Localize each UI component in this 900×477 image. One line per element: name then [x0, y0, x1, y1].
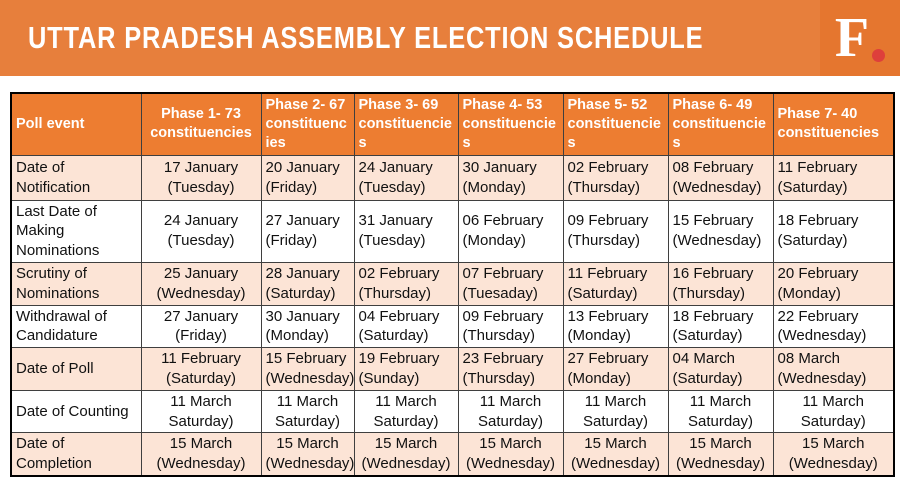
table-row: Scrutiny of Nominations 25 January (Wedne… — [10, 261, 895, 306]
date-cell: 04 February (Saturday) — [353, 304, 459, 349]
date-cell: 22 February (Wednesday) — [772, 304, 895, 349]
logo-red-dot-icon — [872, 48, 886, 62]
logo-f-letter: F — [834, 6, 870, 69]
date-cell: 15 February (Wednesday) — [667, 199, 774, 263]
date-cell: 23 February (Thursday) — [457, 347, 564, 391]
table-row: Date of Completion 15 March (Wednesday) 15… — [10, 432, 895, 477]
table-row: Date of Counting 11 March Saturday) 11 Mar… — [10, 389, 895, 434]
phase-header: Phase 6- 49 constituencies — [667, 92, 774, 156]
phase-header: Phase 5- 52 constituencies — [562, 92, 669, 156]
date-cell: 16 February (Thursday) — [667, 261, 774, 306]
date-cell: 02 February (Thursday) — [562, 154, 669, 201]
date-cell: 11 March Saturday) — [562, 389, 669, 434]
date-cell: 15 March (Wednesday) — [457, 432, 564, 477]
date-cell: 31 January (Tuesday) — [353, 199, 459, 263]
date-cell: 20 February (Monday) — [772, 261, 895, 306]
firstpost-logo: F — [820, 0, 900, 76]
poll-event-cell: Last Date of Making Nominations — [10, 199, 142, 263]
date-cell: 06 February (Monday) — [457, 199, 564, 263]
date-cell: 28 January (Saturday) — [260, 261, 355, 306]
table-row: Withdrawal of Candidature 27 January (Fri… — [10, 304, 895, 349]
date-cell: 24 January (Tuesday) — [140, 199, 262, 263]
date-cell: 30 January (Monday) — [457, 154, 564, 201]
poll-event-cell: Scrutiny of Nominations — [10, 261, 142, 306]
date-cell: 15 March (Wednesday) — [562, 432, 669, 477]
date-cell: 11 February (Saturday) — [772, 154, 895, 201]
date-cell: 11 March Saturday) — [260, 389, 355, 434]
date-cell: 11 February (Saturday) — [140, 347, 262, 391]
table-row: Date of Poll 11 February (Saturday) 15 Feb… — [10, 347, 895, 391]
date-cell: 27 February (Monday) — [562, 347, 669, 391]
table-header-row: Poll event Phase 1- 73 constituencies Phas… — [10, 92, 895, 156]
date-cell: 15 March (Wednesday) — [140, 432, 262, 477]
date-cell: 18 February (Saturday) — [667, 304, 774, 349]
date-cell: 19 February (Sunday) — [353, 347, 459, 391]
poll-event-cell: Date of Notification — [10, 154, 142, 201]
poll-event-header: Poll event — [10, 92, 142, 156]
date-cell: 11 March Saturday) — [140, 389, 262, 434]
date-cell: 11 March Saturday) — [772, 389, 895, 434]
poll-event-cell: Date of Completion — [10, 432, 142, 477]
date-cell: 15 February (Wednesday) — [260, 347, 355, 391]
date-cell: 25 January (Wednesday) — [140, 261, 262, 306]
date-cell: 09 February (Thursday) — [562, 199, 669, 263]
poll-event-cell: Date of Counting — [10, 389, 142, 434]
date-cell: 11 March Saturday) — [457, 389, 564, 434]
date-cell: 18 February (Saturday) — [772, 199, 895, 263]
election-schedule-table: Poll event Phase 1- 73 constituencies Phas… — [10, 92, 895, 477]
date-cell: 08 February (Wednesday) — [667, 154, 774, 201]
date-cell: 27 January (Friday) — [260, 199, 355, 263]
date-cell: 11 February (Saturday) — [562, 261, 669, 306]
date-cell: 11 March Saturday) — [667, 389, 774, 434]
date-cell: 02 February (Thursday) — [353, 261, 459, 306]
phase-header: Phase 2- 67 constituencies — [260, 92, 355, 156]
date-cell: 24 January (Tuesday) — [353, 154, 459, 201]
table-row: Date of Notification 17 January (Tuesday)… — [10, 154, 895, 201]
date-cell: 27 January (Friday) — [140, 304, 262, 349]
page-title: UTTAR PRADESH ASSEMBLY ELECTION SCHEDULE — [28, 20, 704, 55]
date-cell: 17 January (Tuesday) — [140, 154, 262, 201]
date-cell: 15 March (Wednesday) — [772, 432, 895, 477]
table-row: Last Date of Making Nominations 24 Januar… — [10, 199, 895, 263]
date-cell: 15 March (Wednesday) — [667, 432, 774, 477]
header-banner: UTTAR PRADESH ASSEMBLY ELECTION SCHEDULE… — [0, 0, 900, 76]
phase-header: Phase 3- 69 constituencies — [353, 92, 459, 156]
date-cell: 07 February (Tuesaday) — [457, 261, 564, 306]
poll-event-cell: Date of Poll — [10, 347, 142, 391]
date-cell: 30 January (Monday) — [260, 304, 355, 349]
phase-header: Phase 7- 40 constituencies — [772, 92, 895, 156]
poll-event-cell: Withdrawal of Candidature — [10, 304, 142, 349]
table-body: Date of Notification 17 January (Tuesday)… — [10, 154, 895, 477]
phase-header: Phase 1- 73 constituencies — [140, 92, 262, 156]
date-cell: 15 March (Wednesday) — [260, 432, 355, 477]
date-cell: 13 February (Monday) — [562, 304, 669, 349]
date-cell: 11 March Saturday) — [353, 389, 459, 434]
date-cell: 20 January (Friday) — [260, 154, 355, 201]
date-cell: 09 February (Thursday) — [457, 304, 564, 349]
phase-header: Phase 4- 53 constituencies — [457, 92, 564, 156]
date-cell: 15 March (Wednesday) — [353, 432, 459, 477]
date-cell: 04 March (Saturday) — [667, 347, 774, 391]
date-cell: 08 March (Wednesday) — [772, 347, 895, 391]
